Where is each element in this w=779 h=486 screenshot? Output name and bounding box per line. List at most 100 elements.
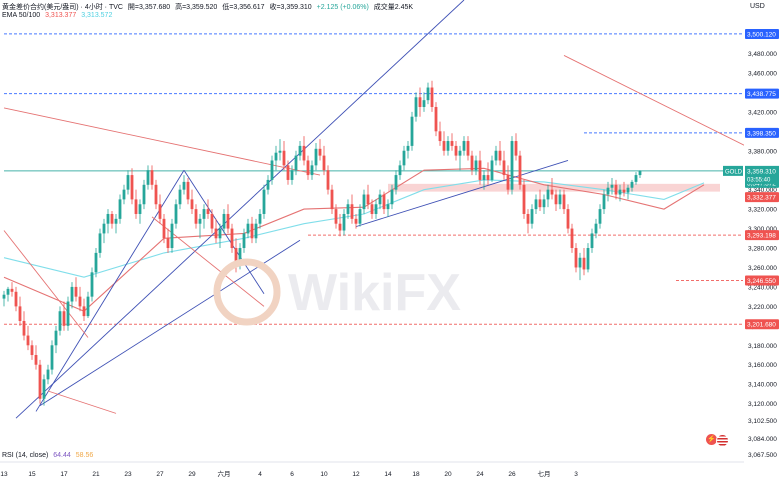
candle-body: [438, 131, 442, 142]
current-price-tag[interactable]: GOLD 3,359.310 03:55:40: [723, 165, 779, 184]
candle-body: [146, 170, 150, 185]
candle-body: [66, 301, 70, 326]
candle-body: [442, 141, 446, 151]
candle-body: [606, 187, 610, 195]
candle: [2, 290, 6, 307]
candle-body: [162, 218, 166, 239]
candle: [602, 189, 606, 214]
candle: [46, 364, 50, 385]
price-label-0[interactable]: 3,500.120: [745, 29, 779, 40]
candle: [102, 218, 106, 244]
candle: [334, 204, 338, 229]
candle-body: [542, 199, 546, 208]
trendline-4[interactable]: [355, 160, 569, 228]
symbol-tag-text: GOLD: [725, 169, 743, 175]
candle-body: [186, 181, 190, 200]
countdown-text: 03:55:40: [747, 177, 771, 183]
ema-label: EMA 50/100: [2, 12, 41, 19]
trendline-9[interactable]: [563, 55, 779, 215]
candle-body: [562, 194, 566, 210]
candle-body: [570, 228, 574, 249]
price-label-5[interactable]: 3,332.377: [745, 192, 779, 203]
candle: [610, 177, 614, 195]
y-tick-label: 3,420.000: [748, 109, 777, 116]
candle-body: [630, 181, 634, 188]
currency-label[interactable]: USD: [750, 3, 765, 10]
trendline-1[interactable]: [35, 169, 185, 412]
price-label-7[interactable]: 3,246.550: [745, 275, 779, 286]
candle-body: [2, 294, 6, 299]
candle-body: [410, 116, 414, 146]
candle-body: [378, 194, 382, 205]
candle: [362, 189, 366, 214]
trendline-5[interactable]: [3, 107, 321, 176]
y-tick-label: 3,067.500: [748, 452, 777, 459]
candle-body: [182, 181, 186, 190]
candle: [338, 213, 342, 237]
legend-rsi[interactable]: RSI (14, close) 64.44 58.56: [2, 452, 96, 459]
legend-ohlc: 黄金差价合约(美元/盎司) · 4小时 · TVC 開=3,357.680 高=…: [2, 2, 416, 12]
trendline-2[interactable]: [39, 239, 301, 406]
price-label-bg: [745, 127, 779, 138]
price-axis[interactable]: [744, 0, 779, 481]
candle: [394, 170, 398, 195]
candle: [562, 189, 566, 214]
candle: [22, 311, 26, 341]
candle: [594, 218, 598, 239]
candle-body: [266, 179, 270, 190]
candle-body: [50, 345, 54, 370]
candle-body: [174, 204, 178, 224]
symbol-tag-bg: [723, 165, 743, 176]
candle: [554, 189, 558, 212]
candle: [74, 277, 78, 302]
instrument-name[interactable]: 黄金差价合约(美元/盎司) · 4小时 · TVC: [2, 4, 123, 11]
price-label-2[interactable]: 3,398.350: [745, 127, 779, 138]
trendline-6[interactable]: [3, 230, 89, 338]
price-label-8[interactable]: 3,201.680: [745, 319, 779, 330]
candle-body: [302, 145, 306, 161]
candle: [442, 131, 446, 156]
candle: [270, 155, 274, 185]
x-tick-label: 13: [0, 471, 8, 478]
candle-body: [614, 184, 618, 195]
resistance-zone[interactable]: [388, 183, 720, 192]
candle: [122, 184, 126, 205]
candle-body: [358, 209, 362, 224]
candle: [138, 199, 142, 224]
candle: [306, 155, 310, 180]
candle-body: [238, 248, 242, 266]
y-tick-label: 3,220.000: [748, 304, 777, 311]
y-tick-label: 3,320.000: [748, 207, 777, 214]
candle-body: [150, 170, 154, 185]
candle: [38, 359, 42, 404]
flag-icons[interactable]: ⚡: [706, 434, 729, 447]
candle: [390, 184, 394, 210]
candle-body: [518, 155, 522, 185]
candle-body: [126, 175, 130, 190]
candle-body: [210, 213, 214, 229]
candle: [186, 177, 190, 205]
trendline-7[interactable]: [47, 390, 117, 414]
candle-body: [106, 213, 110, 224]
candle-body: [350, 204, 354, 219]
candle: [166, 228, 170, 253]
candle: [454, 141, 458, 161]
x-tick-label: 12: [352, 471, 360, 478]
candle-body: [510, 141, 514, 190]
candle: [66, 296, 70, 331]
candle-body: [158, 204, 162, 219]
low-value: 低=3,356.617: [222, 4, 265, 11]
legend-ema[interactable]: EMA 50/100 3,313.377 3,313.572: [2, 12, 115, 19]
y-tick-label: 3,180.000: [748, 343, 777, 350]
price-label-1[interactable]: 3,438.775: [745, 88, 779, 99]
candle: [486, 162, 490, 185]
trendline-0[interactable]: [15, 0, 465, 419]
candle: [62, 301, 66, 331]
candle-body: [522, 184, 526, 214]
candle-body: [206, 209, 210, 214]
x-tick-label: 4: [258, 471, 262, 478]
price-label-6[interactable]: 3,293.198: [745, 230, 779, 241]
candle-body: [198, 218, 202, 224]
candle-body: [586, 248, 590, 270]
